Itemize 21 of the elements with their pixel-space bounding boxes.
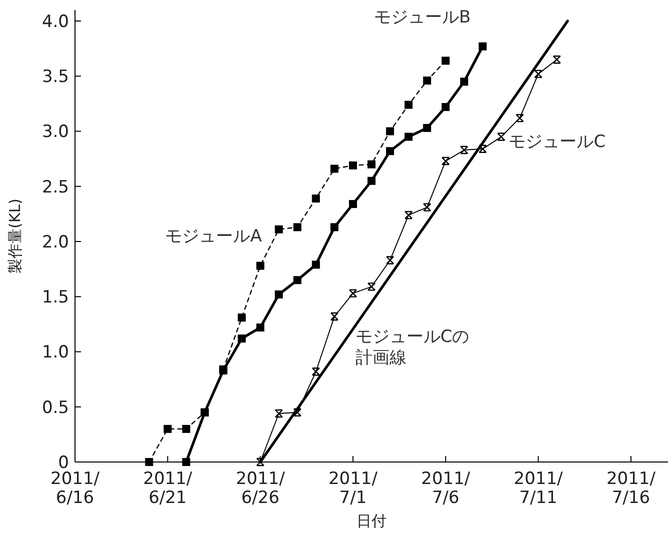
y-axis-title: 製作量(KL) [6,198,24,274]
series-label: モジュールCの計画線 [355,327,470,368]
x-tick-label: 2011/ 7/11 [514,469,564,508]
x-tick-label: 2011/ 6/26 [236,469,286,508]
series-label: モジュールB [374,7,471,28]
series-label: モジュールC [508,132,606,152]
y-tick-label: 1.5 [42,288,69,308]
x-axis-title: 日付 [356,512,386,530]
x-tick-label: 2011/ 6/16 [50,469,100,508]
x-tick-label: 2011/ 7/16 [606,469,656,508]
y-tick-label: 0.5 [42,398,69,418]
y-tick-label: 2.5 [42,177,69,198]
series-label: モジュールA [165,226,262,246]
y-tick-label: 3.5 [42,67,69,88]
y-tick-label: 2.0 [42,232,69,252]
x-tick-label: 2011/ 7/1 [328,469,378,508]
y-tick-label: 3.0 [42,122,69,142]
y-tick-label: 1.0 [42,342,69,363]
y-tick-label: 4.0 [42,12,69,32]
x-tick-label: 2011/ 6/21 [143,469,192,508]
x-tick-label: 2011/ 7/6 [421,469,470,508]
